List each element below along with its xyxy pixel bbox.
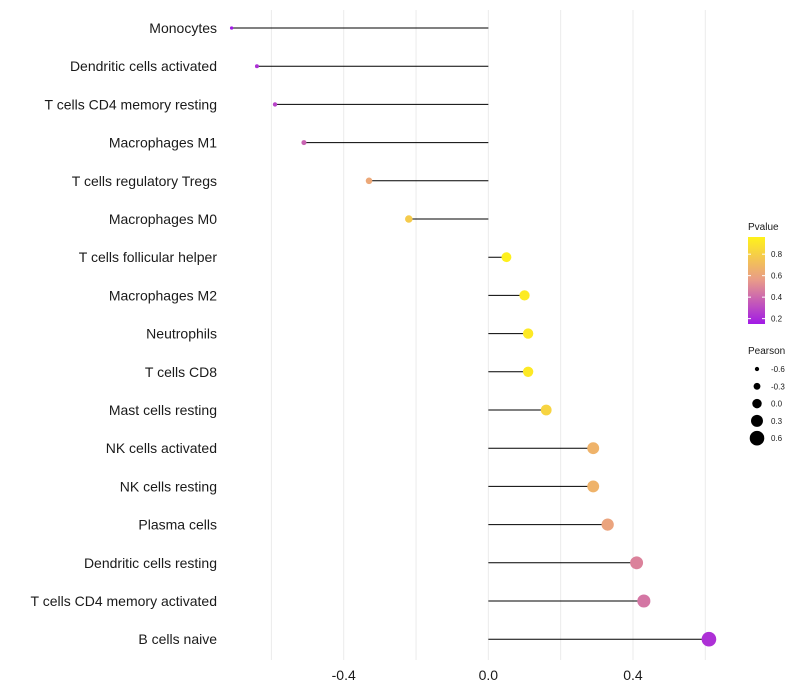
- gridlines: [270, 10, 706, 660]
- lollipop-point: [501, 252, 512, 263]
- category-label: Monocytes: [149, 20, 217, 36]
- pearson-legend-label: 0.0: [771, 400, 783, 409]
- pearson-legend-title: Pearson: [748, 346, 785, 357]
- pearson-legend-label: -0.3: [771, 382, 785, 391]
- lollipop-point: [601, 518, 614, 531]
- pearson-legend-key: [754, 366, 760, 372]
- pearson-legend-items: -0.6 -0.3 0.0 0.3 0.6: [749, 365, 785, 446]
- category-label: Macrophages M2: [109, 287, 217, 303]
- lollipop-point: [540, 404, 552, 416]
- lollipop-point: [301, 140, 307, 146]
- pvalue-tick-label: 0.8: [771, 250, 783, 259]
- pvalue-tick-label: 0.2: [771, 315, 783, 324]
- pvalue-legend-ticks: 0.8 0.6 0.4 0.2: [748, 250, 783, 324]
- category-label: T cells follicular helper: [79, 249, 218, 265]
- pvalue-legend-title: Pvalue: [748, 222, 779, 233]
- category-label: B cells naive: [138, 631, 217, 647]
- pvalue-legend: Pvalue 0.8 0.6 0.4 0.2: [748, 222, 783, 324]
- pearson-legend-key: [751, 414, 763, 427]
- lollipop-point: [519, 290, 530, 301]
- lollipop-point: [630, 556, 644, 570]
- category-label: Macrophages M0: [109, 211, 217, 227]
- category-label: NK cells activated: [106, 440, 217, 456]
- pearson-legend-label: 0.3: [771, 417, 783, 426]
- category-label: Dendritic cells resting: [84, 555, 217, 571]
- category-label: Neutrophils: [146, 326, 217, 342]
- x-tick-label: -0.4: [332, 667, 356, 683]
- lollipop-points: [229, 26, 717, 647]
- lollipop-point: [587, 442, 600, 455]
- category-label: Dendritic cells activated: [70, 58, 217, 74]
- lollipop-point: [701, 631, 717, 647]
- pvalue-tick-label: 0.4: [771, 293, 783, 302]
- x-tick-label: 0.4: [623, 667, 643, 683]
- category-label: Macrophages M1: [109, 135, 217, 151]
- pearson-legend: Pearson -0.6 -0.3 0.0 0.3 0.6: [748, 346, 785, 446]
- pearson-legend-key: [752, 398, 762, 409]
- x-axis-tick-labels: -0.4 0.0 0.4: [332, 667, 643, 683]
- category-labels: Monocytes Dendritic cells activated T cell…: [31, 20, 218, 647]
- category-label: Plasma cells: [138, 517, 217, 533]
- pvalue-tick-label: 0.6: [771, 272, 783, 281]
- lollipop-point: [637, 594, 651, 608]
- lollipop-point: [272, 102, 278, 107]
- pvalue-colorbar: [748, 237, 765, 324]
- category-label: T cells regulatory Tregs: [72, 173, 217, 189]
- lollipop-point: [254, 64, 259, 69]
- pearson-legend-key: [749, 430, 765, 446]
- lollipop-point: [522, 366, 534, 377]
- category-label: T cells CD8: [145, 364, 217, 380]
- lollipop-point: [587, 480, 600, 493]
- pearson-legend-key: [753, 382, 761, 390]
- pearson-legend-label: 0.6: [771, 434, 783, 443]
- category-label: Mast cells resting: [109, 402, 217, 418]
- x-tick-label: 0.0: [479, 667, 499, 683]
- category-label: T cells CD4 memory activated: [31, 593, 217, 609]
- category-label: NK cells resting: [120, 478, 217, 494]
- lollipop-point: [365, 177, 373, 185]
- lollipop-point: [229, 26, 234, 30]
- pearson-legend-label: -0.6: [771, 365, 785, 374]
- lollipop-point: [522, 328, 534, 339]
- category-label: T cells CD4 memory resting: [45, 96, 217, 112]
- lollipop-point: [405, 215, 413, 223]
- lollipop-stems: [231, 27, 709, 640]
